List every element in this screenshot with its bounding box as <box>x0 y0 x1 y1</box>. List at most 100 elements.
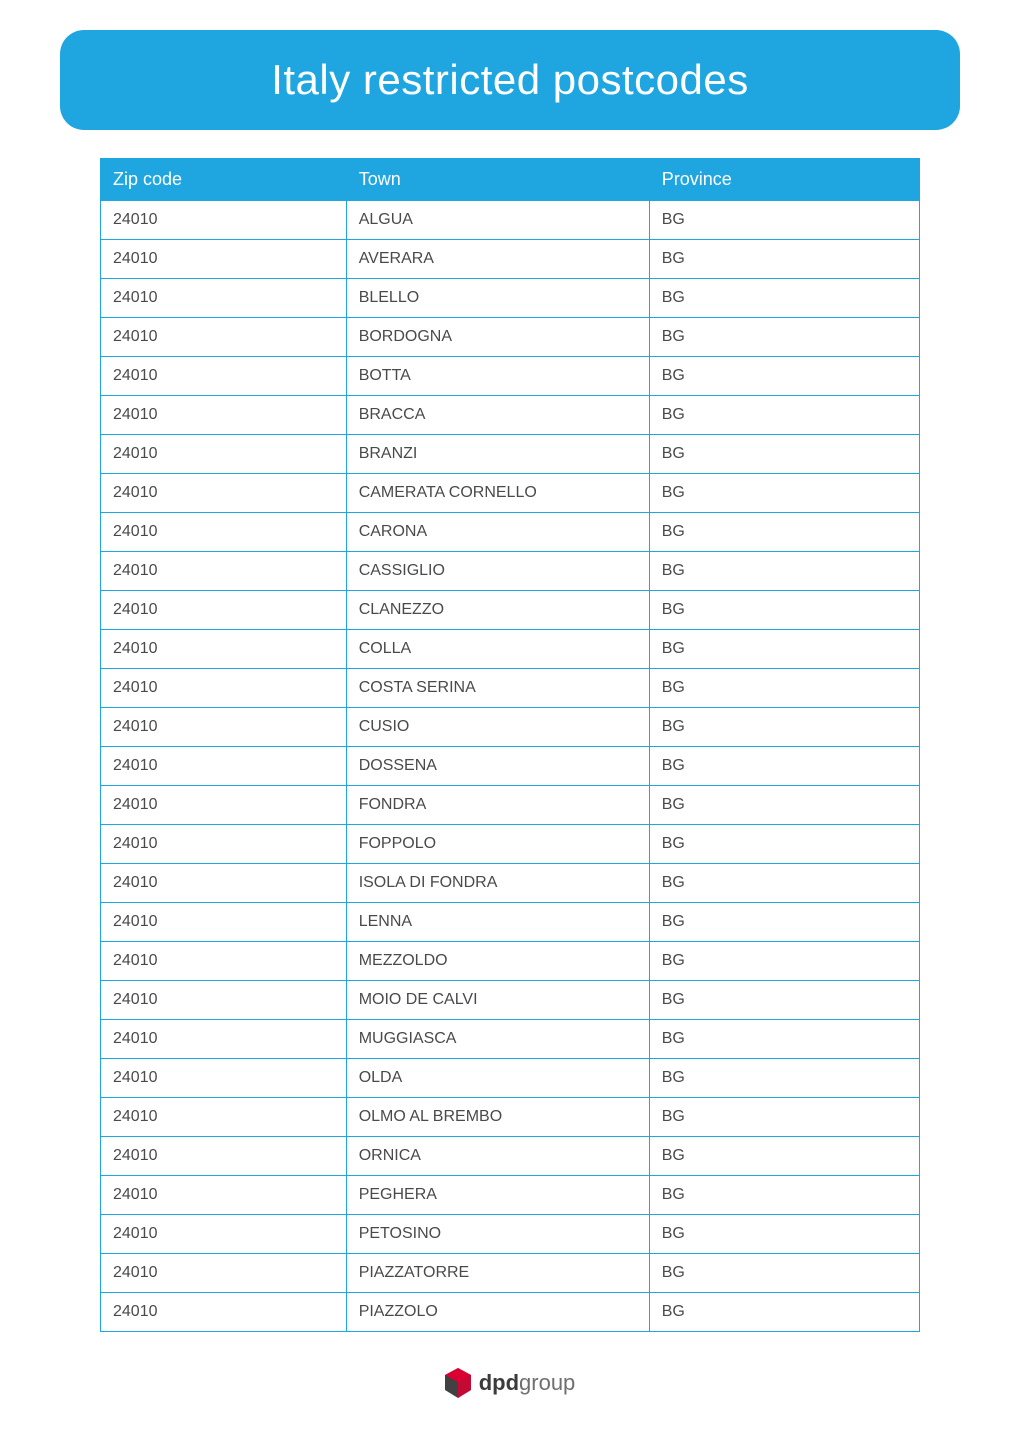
cell-province: BG <box>649 1020 919 1059</box>
table-row: 24010PIAZZATORREBG <box>101 1254 920 1293</box>
table-row: 24010LENNABG <box>101 903 920 942</box>
logo-text-light: group <box>519 1370 575 1395</box>
cell-province: BG <box>649 747 919 786</box>
cell-province: BG <box>649 1137 919 1176</box>
cell-zip: 24010 <box>101 474 347 513</box>
cell-town: PETOSINO <box>346 1215 649 1254</box>
cell-town: PIAZZATORRE <box>346 1254 649 1293</box>
table-row: 24010CLANEZZOBG <box>101 591 920 630</box>
cell-town: BRANZI <box>346 435 649 474</box>
cell-zip: 24010 <box>101 357 347 396</box>
cell-zip: 24010 <box>101 435 347 474</box>
table-row: 24010FOPPOLOBG <box>101 825 920 864</box>
cell-zip: 24010 <box>101 864 347 903</box>
table-row: 24010ORNICABG <box>101 1137 920 1176</box>
logo-text: dpdgroup <box>479 1370 576 1396</box>
table-row: 24010CUSIOBG <box>101 708 920 747</box>
cell-zip: 24010 <box>101 708 347 747</box>
page-title: Italy restricted postcodes <box>80 56 940 104</box>
cell-province: BG <box>649 279 919 318</box>
cell-town: FOPPOLO <box>346 825 649 864</box>
cell-zip: 24010 <box>101 1020 347 1059</box>
cell-town: ALGUA <box>346 201 649 240</box>
table-row: 24010BRACCABG <box>101 396 920 435</box>
table-row: 24010OLDABG <box>101 1059 920 1098</box>
cell-town: COSTA SERINA <box>346 669 649 708</box>
cell-town: CAMERATA CORNELLO <box>346 474 649 513</box>
cell-zip: 24010 <box>101 1293 347 1332</box>
cell-zip: 24010 <box>101 825 347 864</box>
cell-province: BG <box>649 1059 919 1098</box>
postcodes-table: Zip code Town Province 24010ALGUABG24010… <box>100 158 920 1332</box>
cell-town: ORNICA <box>346 1137 649 1176</box>
col-header-province: Province <box>649 159 919 201</box>
table-row: 24010DOSSENABG <box>101 747 920 786</box>
table-row: 24010COSTA SERINABG <box>101 669 920 708</box>
cell-province: BG <box>649 396 919 435</box>
cell-province: BG <box>649 942 919 981</box>
col-header-zip: Zip code <box>101 159 347 201</box>
col-header-town: Town <box>346 159 649 201</box>
cell-zip: 24010 <box>101 903 347 942</box>
cell-zip: 24010 <box>101 1059 347 1098</box>
cell-province: BG <box>649 825 919 864</box>
cell-zip: 24010 <box>101 552 347 591</box>
cell-town: MOIO DE CALVI <box>346 981 649 1020</box>
table-row: 24010ISOLA DI FONDRABG <box>101 864 920 903</box>
cell-province: BG <box>649 981 919 1020</box>
cell-province: BG <box>649 786 919 825</box>
cell-province: BG <box>649 318 919 357</box>
page-header: Italy restricted postcodes <box>60 30 960 130</box>
cell-zip: 24010 <box>101 1137 347 1176</box>
cell-province: BG <box>649 474 919 513</box>
cell-province: BG <box>649 1254 919 1293</box>
table-row: 24010BRANZIBG <box>101 435 920 474</box>
cell-province: BG <box>649 708 919 747</box>
cell-province: BG <box>649 240 919 279</box>
table-row: 24010ALGUABG <box>101 201 920 240</box>
cell-zip: 24010 <box>101 1098 347 1137</box>
table-row: 24010BORDOGNABG <box>101 318 920 357</box>
dpd-logo: dpdgroup <box>445 1368 576 1398</box>
cell-zip: 24010 <box>101 786 347 825</box>
cell-zip: 24010 <box>101 396 347 435</box>
cell-town: DOSSENA <box>346 747 649 786</box>
cell-province: BG <box>649 591 919 630</box>
cell-town: BOTTA <box>346 357 649 396</box>
cell-province: BG <box>649 903 919 942</box>
cell-province: BG <box>649 1176 919 1215</box>
cell-province: BG <box>649 1215 919 1254</box>
cell-town: CASSIGLIO <box>346 552 649 591</box>
table-row: 24010CASSIGLIOBG <box>101 552 920 591</box>
logo-text-bold: dpd <box>479 1370 519 1395</box>
cell-zip: 24010 <box>101 279 347 318</box>
cell-town: AVERARA <box>346 240 649 279</box>
cell-town: BLELLO <box>346 279 649 318</box>
cell-town: PIAZZOLO <box>346 1293 649 1332</box>
table-row: 24010FONDRABG <box>101 786 920 825</box>
cell-zip: 24010 <box>101 669 347 708</box>
table-row: 24010COLLABG <box>101 630 920 669</box>
table-row: 24010AVERARABG <box>101 240 920 279</box>
table-row: 24010MEZZOLDOBG <box>101 942 920 981</box>
dpd-cube-icon <box>445 1368 471 1398</box>
table-row: 24010MOIO DE CALVIBG <box>101 981 920 1020</box>
page-footer: dpdgroup <box>0 1368 1020 1403</box>
cell-province: BG <box>649 357 919 396</box>
table-row: 24010BOTTABG <box>101 357 920 396</box>
cell-zip: 24010 <box>101 981 347 1020</box>
cell-town: COLLA <box>346 630 649 669</box>
table-row: 24010PETOSINOBG <box>101 1215 920 1254</box>
cell-zip: 24010 <box>101 1254 347 1293</box>
cell-zip: 24010 <box>101 201 347 240</box>
cell-zip: 24010 <box>101 630 347 669</box>
cell-town: LENNA <box>346 903 649 942</box>
table-header-row: Zip code Town Province <box>101 159 920 201</box>
cell-zip: 24010 <box>101 942 347 981</box>
cell-province: BG <box>649 552 919 591</box>
table-row: 24010PEGHERABG <box>101 1176 920 1215</box>
cell-province: BG <box>649 669 919 708</box>
cell-province: BG <box>649 201 919 240</box>
cell-town: MUGGIASCA <box>346 1020 649 1059</box>
cell-town: CUSIO <box>346 708 649 747</box>
